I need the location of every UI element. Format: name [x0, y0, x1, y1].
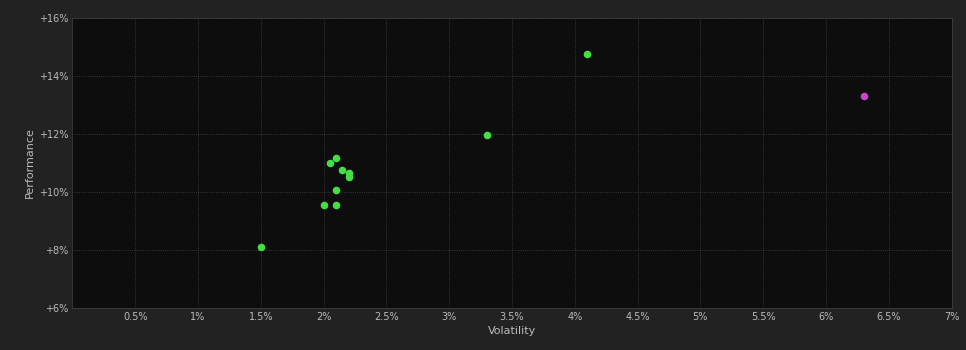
- Point: [322, 160, 338, 166]
- Point: [316, 202, 331, 208]
- Point: [856, 93, 871, 99]
- Point: [479, 132, 495, 138]
- Y-axis label: Performance: Performance: [24, 127, 35, 198]
- Point: [253, 244, 269, 250]
- Point: [334, 167, 350, 173]
- Point: [328, 188, 344, 193]
- Point: [328, 156, 344, 161]
- Point: [328, 202, 344, 208]
- Point: [341, 170, 356, 176]
- Point: [341, 175, 356, 180]
- X-axis label: Volatility: Volatility: [488, 326, 536, 336]
- Point: [580, 51, 595, 57]
